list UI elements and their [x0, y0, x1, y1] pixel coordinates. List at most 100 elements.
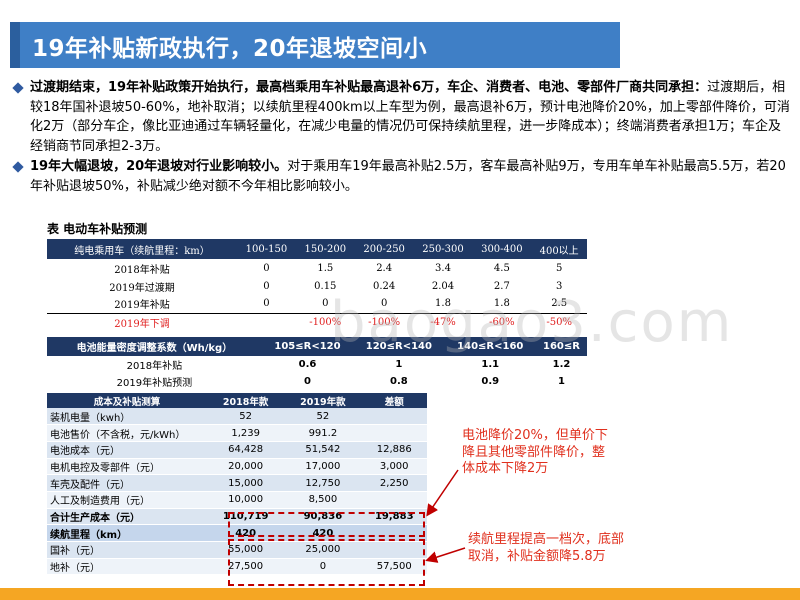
table-cell: 地补（元） — [47, 558, 207, 576]
table-cell: 1.8 — [472, 295, 532, 314]
table-cell: 0 — [263, 280, 270, 292]
table-cell: 52 — [284, 408, 362, 426]
table-cell: 0 — [354, 295, 414, 314]
table-cell: 1.8 — [413, 295, 473, 314]
table-row: 2018年补贴 0.6 1 1.1 1.2 — [47, 356, 587, 373]
table-cell: 2019年过渡期 — [109, 282, 175, 294]
callout-subsidy: 续航里程提高一档次，底部取消，补贴金额降5.8万 — [468, 532, 625, 564]
table-cell: 1.1 — [481, 359, 500, 370]
table-cell: 0.9 — [481, 376, 500, 387]
table-cell: 0.6 — [298, 359, 317, 370]
table-cell: 12,750 — [284, 474, 362, 492]
subsidy-table: 纯电乘用车（续航里程：km） 100-150 150-200 200-250 2… — [47, 239, 587, 331]
table-cell: 0 — [295, 295, 355, 314]
table-header-cell: 100-150 — [237, 239, 296, 259]
table-row: 地补（元） 27,500 0 57,500 — [47, 558, 427, 576]
table-cell: -100% — [368, 316, 401, 328]
table-cell: 2,250 — [361, 474, 427, 492]
table-cell: 420 — [207, 524, 285, 542]
table-row: 国补（元） 55,000 25,000 — [47, 541, 427, 559]
table-cell — [361, 408, 427, 426]
table-cell: 55,000 — [207, 541, 285, 559]
table-cell: -100% — [309, 316, 342, 328]
table-cell: 27,500 — [207, 558, 285, 576]
table-cell: 3,000 — [361, 458, 427, 476]
table-cell: 电机电控及零部件（元） — [47, 458, 207, 476]
bullet-2: 19年大幅退坡，20年退坡对行业影响较小。对于乘用车19年最高补贴2.5万，客车… — [10, 157, 790, 196]
table-cell: 2.7 — [493, 280, 510, 292]
table-header-cell: 400以上 — [531, 239, 587, 259]
bullet-1: 过渡期结束，19年补贴政策开始执行，最高档乘用车补贴最高退补6万，车企、消费者、… — [10, 78, 790, 156]
highlight-box-cost — [228, 512, 425, 537]
diamond-bullet-icon — [12, 161, 24, 173]
table-header-cell: 120≤R<140 — [353, 337, 445, 356]
table-cell: 15,000 — [207, 474, 285, 492]
cost-subsidy-table: 成本及补贴测算 2018年款 2019年款 差额 装机电量（kwh） 52 52… — [47, 393, 427, 576]
table-header-cell: 差额 — [361, 393, 427, 408]
table-cell: 1 — [395, 359, 403, 370]
table-cell: 2019年补贴 — [47, 295, 237, 314]
table-cell: 51,542 — [284, 441, 362, 459]
table-row: 2019年补贴 0 0 0 1.8 1.8 2.5 — [47, 295, 587, 314]
table-header-cell: 电池能量密度调整系数（Wh/kg） — [47, 337, 262, 356]
table-cell: 3.4 — [435, 262, 451, 274]
table-cell: 0 — [263, 262, 270, 274]
bullet-2-bold: 19年大幅退坡，20年退坡对行业影响较小。 — [30, 159, 288, 174]
table-row: 2018年补贴 0 1.5 2.4 3.4 4.5 5 — [47, 259, 587, 277]
table-cell: 合计生产成本（元） — [47, 508, 207, 526]
table-row: 2019年下调 -100% -100% -47% -60% -50% — [47, 313, 587, 331]
table-cell: 20,000 — [207, 458, 285, 476]
table-caption: 表 电动车补贴预测 — [47, 222, 148, 236]
highlight-box-subsidy — [228, 539, 425, 586]
bullet-2-text: 对于乘用车19年最高补贴2.5万，客车最高补贴9万，专用车单车补贴最高5.5万，… — [30, 159, 786, 194]
table-cell: 420 — [284, 524, 362, 542]
table-cell: 续航里程（km） — [47, 524, 207, 542]
table-cell: 12,886 — [361, 441, 427, 459]
table-cell: 0.24 — [373, 280, 396, 292]
table-cell — [361, 491, 427, 509]
bottom-accent-bar — [0, 588, 800, 600]
table-row: 2019年补贴预测 0 0.8 0.9 1 — [47, 373, 587, 390]
bullet-1-bold: 过渡期结束，19年补贴政策开始执行，最高档乘用车补贴最高退补6万，车企、消费者、… — [30, 80, 708, 95]
diamond-bullet-icon — [12, 82, 24, 94]
table-header-cell: 2019年款 — [284, 393, 362, 408]
callout-battery-cost: 电池降价20%，但单价下降且其他零部件降价，整体成本下降2万 — [462, 428, 608, 476]
table-cell: 17,000 — [284, 458, 362, 476]
table-header-cell: 成本及补贴测算 — [47, 393, 207, 408]
table-cell — [361, 524, 427, 542]
bullet-list: 过渡期结束，19年补贴政策开始执行，最高档乘用车补贴最高退补6万，车企、消费者、… — [10, 78, 790, 197]
table-cell: -60% — [489, 316, 515, 328]
table-cell: 2018年补贴 — [114, 264, 170, 276]
table-header-cell: 2018年款 — [207, 393, 285, 408]
table-header-cell: 250-300 — [413, 239, 473, 259]
table-cell: 10,000 — [207, 491, 285, 509]
slide-title: 19年补贴新政执行，20年退坡空间小 — [32, 36, 428, 62]
table-cell: 0.15 — [314, 280, 337, 292]
table-cell: 5 — [555, 262, 563, 274]
table-cell: -47% — [430, 316, 456, 328]
table-cell: 0 — [304, 376, 311, 387]
table-row: 车壳及配件（元） 15,000 12,750 2,250 — [47, 474, 427, 492]
table-header-cell: 200-250 — [354, 239, 414, 259]
table-cell — [361, 541, 427, 559]
table-header-cell: 105≤R<120 — [261, 337, 354, 356]
table-cell: 装机电量（kwh） — [47, 408, 207, 426]
table-row: 装机电量（kwh） 52 52 — [47, 408, 427, 426]
table-row: 电池售价（不含税，元/kWh） 1,239 991.2 — [47, 424, 427, 442]
table-cell: 1.5 — [317, 262, 334, 274]
table-header-cell: 140≤R<160 — [444, 337, 536, 356]
table-cell: 1,239 — [207, 424, 285, 442]
table-cell: 991.2 — [284, 424, 362, 442]
arrow-to-cost-icon — [426, 469, 459, 517]
table-header-cell: 150-200 — [295, 239, 355, 259]
table-cell: 4.5 — [493, 262, 510, 274]
table-cell: 0 — [237, 295, 296, 314]
table-cell: 8,500 — [284, 491, 362, 509]
table-cell: 64,428 — [207, 441, 285, 459]
table-header-row: 成本及补贴测算 2018年款 2019年款 差额 — [47, 393, 427, 408]
table-cell: 1.2 — [552, 359, 571, 370]
table-cell: 2019年补贴预测 — [116, 378, 193, 389]
table-cell: 2.04 — [431, 280, 455, 292]
table-header-cell: 纯电乘用车（续航里程：km） — [47, 239, 237, 259]
table-cell: 57,500 — [361, 558, 427, 576]
